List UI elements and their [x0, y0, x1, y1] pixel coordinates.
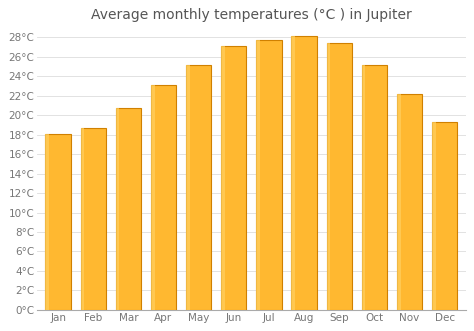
Bar	[432, 122, 436, 310]
Bar	[116, 109, 119, 310]
Bar	[116, 109, 141, 310]
Bar	[81, 128, 84, 310]
Bar	[46, 134, 49, 310]
Bar	[362, 65, 365, 310]
Bar	[256, 40, 282, 310]
Bar	[292, 36, 295, 310]
Bar	[81, 128, 106, 310]
Bar	[397, 94, 422, 310]
Bar	[362, 65, 387, 310]
Title: Average monthly temperatures (°C ) in Jupiter: Average monthly temperatures (°C ) in Ju…	[91, 8, 412, 22]
Bar	[186, 65, 190, 310]
Bar	[327, 43, 352, 310]
Bar	[256, 40, 260, 310]
Bar	[327, 43, 330, 310]
Bar	[221, 46, 225, 310]
Bar	[432, 122, 457, 310]
Bar	[186, 65, 211, 310]
Bar	[397, 94, 401, 310]
Bar	[46, 134, 71, 310]
Bar	[221, 46, 246, 310]
Bar	[292, 36, 317, 310]
Bar	[151, 85, 176, 310]
Bar	[151, 85, 155, 310]
